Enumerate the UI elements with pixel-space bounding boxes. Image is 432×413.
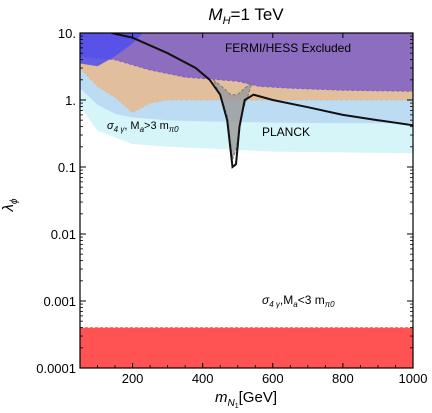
y-tick-label: 10. (58, 26, 76, 41)
fermi-hess-label: FERMI/HESS Excluded (225, 41, 351, 55)
region-blue-top-region (80, 33, 144, 67)
y-tick-label: 0.01 (51, 227, 76, 242)
planck-curve (111, 33, 413, 169)
region-sigma-4gamma-light (80, 327, 413, 368)
y-tick-label: 0.0001 (36, 361, 76, 376)
curves-group (111, 33, 413, 169)
heavy-annotation: σ4 γ, Ma>3 mπ0 (107, 120, 179, 134)
region-fermi-hess-excluded (80, 33, 413, 92)
y-tick-label: 0.001 (43, 294, 76, 309)
x-tick-label: 1000 (399, 371, 428, 386)
chart-title: MH=1 TeV (208, 5, 284, 27)
x-tick-label: 400 (192, 371, 214, 386)
x-axis-label: mN1[GeV] (215, 389, 277, 410)
x-tick-label: 800 (332, 371, 354, 386)
regions-group (80, 33, 413, 368)
planck-label: PLANCK (262, 125, 310, 139)
x-tick-label: 200 (122, 371, 144, 386)
ticks-group: 200 400 600 800 1000 10. 1. 0.1 0.01 0.001 0.0001 (36, 26, 427, 386)
y-tick-label: 0.1 (58, 160, 76, 175)
y-axis-label: λϕ (0, 198, 20, 212)
plot-frame (79, 32, 414, 369)
x-tick-label: 600 (262, 371, 284, 386)
light-annotation: σ4 γ,Ma<3 mπ0 (262, 293, 335, 309)
resonance-dip-region (212, 79, 253, 160)
y-tick-label: 1. (65, 93, 76, 108)
